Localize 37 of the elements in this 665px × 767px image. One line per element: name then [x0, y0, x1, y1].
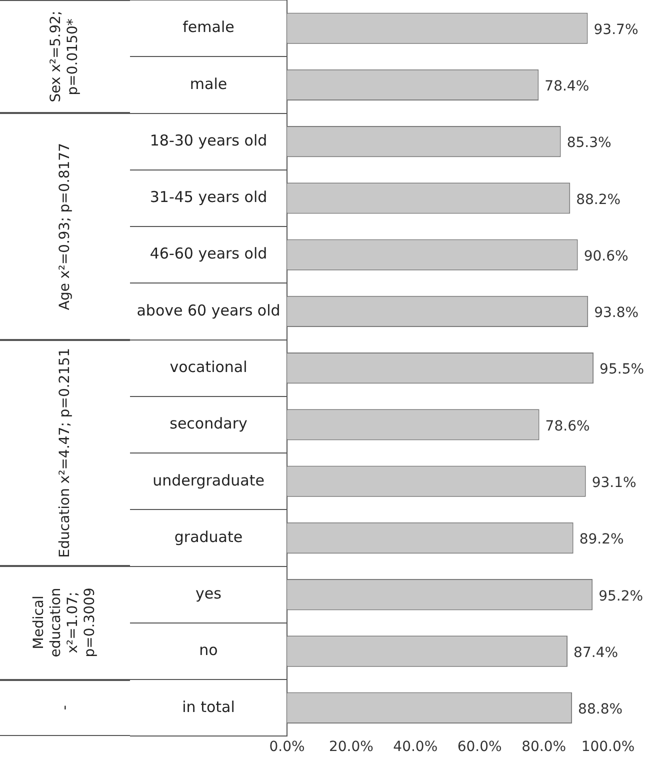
- data-label: 88.8%: [578, 702, 623, 718]
- y-tick-label: 31-45 years old: [150, 188, 268, 206]
- y-tick-label: no: [199, 641, 218, 660]
- text: Age x²=0.93; p=0.8177: [56, 142, 74, 310]
- y-tick-label: 46-60 years old: [150, 244, 268, 263]
- y-tick-label: vocational: [170, 358, 248, 376]
- y-tick-label: above 60 years old: [136, 301, 280, 320]
- text: Education x²=4.47; p=0.2151: [56, 348, 74, 558]
- text: Medical education x²=1.07; p=0.3009: [31, 587, 99, 660]
- data-label: 95.2%: [598, 588, 644, 604]
- y-tick-label: secondary: [170, 414, 248, 433]
- data-label: 78.4%: [544, 78, 590, 95]
- data-label: 87.4%: [574, 644, 618, 661]
- x-tick-label: 40.0%: [393, 739, 438, 756]
- x-tick-label: 80.0%: [522, 739, 566, 756]
- data-label: 93.1%: [592, 475, 636, 491]
- data-label: 95.5%: [600, 362, 644, 378]
- x-tick-label: 100.0%: [581, 739, 635, 756]
- y-tick-label: 18-30 years old: [150, 131, 268, 150]
- x-tick-label: 60.0%: [457, 739, 502, 756]
- data-label: 90.6%: [584, 248, 628, 264]
- data-label: 89.2%: [579, 532, 624, 548]
- x-tick-label: 0.0%: [269, 739, 305, 756]
- y-tick-label: female: [182, 18, 234, 36]
- x-tick-label: 20.0%: [328, 739, 374, 756]
- data-label: 85.3%: [566, 135, 612, 152]
- text: Sex x²=5.92; p=0.0150*: [48, 10, 82, 104]
- y-tick-label: male: [190, 74, 228, 93]
- data-label: 93.8%: [594, 305, 639, 322]
- data-label: 93.7%: [594, 22, 638, 38]
- y-tick-label: in total: [182, 698, 235, 716]
- data-label: 88.2%: [576, 192, 621, 208]
- data-label: 78.6%: [545, 418, 590, 434]
- y-tick-label: undergraduate: [152, 471, 264, 490]
- text: -: [56, 705, 74, 710]
- y-tick-label: yes: [196, 584, 222, 603]
- y-tick-label: graduate: [174, 528, 243, 546]
